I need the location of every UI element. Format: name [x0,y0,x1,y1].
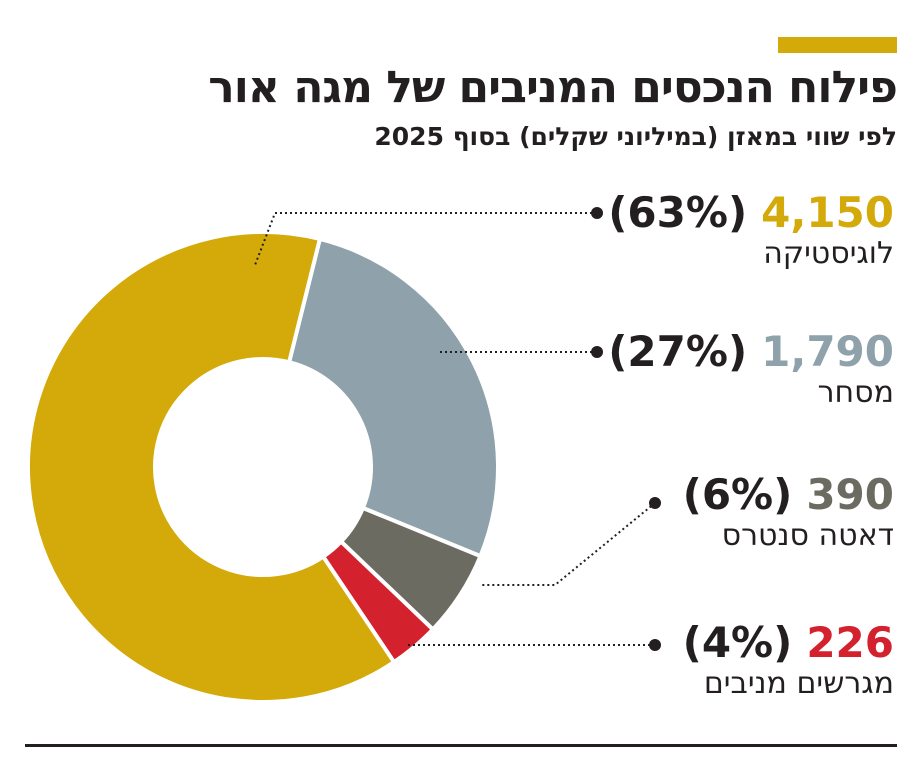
chart-title: פילוח הנכסים המניבים של מגה אור [208,62,898,113]
slice-value: 390 [806,470,894,519]
slice-category: מסחר [817,375,894,410]
label-data-centers: 390 (6%) דאטה סנטרס [683,472,894,554]
leader-data-centers [480,502,656,586]
slice-logistics [26,230,397,704]
leader-income-lots-dot [649,639,661,651]
bottom-rule [25,744,897,747]
slice-category: לוגיסטיקה [763,236,894,271]
leader-commerce-dot [591,346,603,358]
accent-bar [778,37,897,53]
slice-value: 226 [806,618,894,667]
slice-percent: (27%) [608,327,748,376]
slice-category: מגרשים מניבים [703,666,894,701]
leader-logistics-dot [591,207,603,219]
label-logistics: 4,150 (63%) לוגיסטיקה [608,190,894,272]
slice-percent: (63%) [608,188,748,237]
slice-percent: (6%) [682,470,793,519]
slice-percent: (4%) [682,618,793,667]
leader-logistics [254,212,597,266]
label-commerce: 1,790 (27%) מסחר [608,329,894,411]
leader-data-centers-dot [649,497,661,509]
slice-value: 1,790 [761,327,894,376]
label-income-lots: 226 (4%) מגרשים מניבים [683,620,894,702]
chart-subtitle: לפי שווי במאזן (במיליוני שקלים) בסוף 202… [374,122,897,151]
slice-commerce [286,236,500,559]
slice-category: דאטה סנטרס [721,518,894,553]
slice-value: 4,150 [761,188,894,237]
